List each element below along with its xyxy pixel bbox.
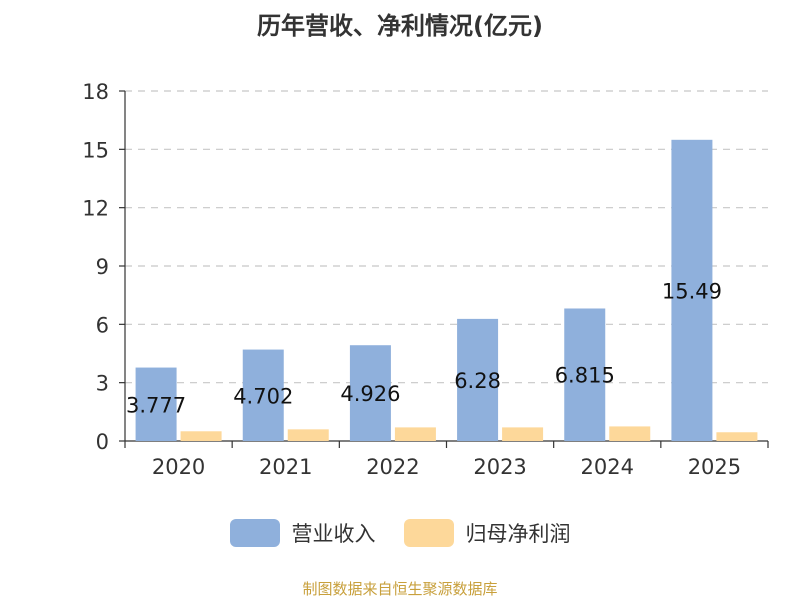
legend-item-revenue[interactable]: 营业收入 <box>229 518 376 548</box>
revenue-bar <box>242 349 284 441</box>
chart-title: 历年营收、净利情况(亿元) <box>257 12 543 40</box>
y-tick-label: 9 <box>96 255 109 279</box>
y-tick-label: 12 <box>82 197 109 221</box>
revenue-bar <box>671 139 713 442</box>
profit-bar <box>394 427 436 441</box>
x-tick-label: 2022 <box>366 455 419 479</box>
profit-bar <box>180 431 222 441</box>
revenue-data-label: 6.28 <box>454 369 501 393</box>
legend: 营业收入 归母净利润 <box>0 518 800 548</box>
legend-swatch-revenue <box>229 519 280 547</box>
y-tick-label: 3 <box>96 372 109 396</box>
x-tick-label: 2024 <box>581 455 634 479</box>
x-tick-label: 2023 <box>473 455 526 479</box>
profit-bar <box>502 427 544 441</box>
legend-swatch-profit <box>403 519 454 547</box>
x-tick-label: 2021 <box>259 455 312 479</box>
revenue-data-label: 6.815 <box>555 364 615 388</box>
revenue-data-label: 3.777 <box>126 393 186 417</box>
legend-label-profit: 归母净利润 <box>465 522 571 546</box>
profit-bar <box>287 429 329 441</box>
legend-item-profit[interactable]: 归母净利润 <box>403 518 571 548</box>
y-tick-label: 18 <box>82 80 109 104</box>
y-tick-label: 0 <box>96 430 109 454</box>
revenue-data-label: 4.702 <box>233 384 293 408</box>
profit-bar <box>609 426 651 441</box>
revenue-bar <box>564 308 606 441</box>
x-tick-label: 2020 <box>152 455 205 479</box>
revenue-data-label: 4.926 <box>340 382 400 406</box>
revenue-bar <box>349 345 391 441</box>
legend-label-revenue: 营业收入 <box>291 522 376 546</box>
revenue-data-label: 15.49 <box>662 279 722 303</box>
source-note: 制图数据来自恒生聚源数据库 <box>302 580 498 598</box>
revenue-bar <box>135 367 177 441</box>
y-tick-label: 6 <box>96 313 109 337</box>
x-tick-label: 2025 <box>688 455 741 479</box>
revenue-bar <box>457 318 499 441</box>
profit-bar <box>716 432 758 441</box>
y-tick-label: 15 <box>82 138 109 162</box>
